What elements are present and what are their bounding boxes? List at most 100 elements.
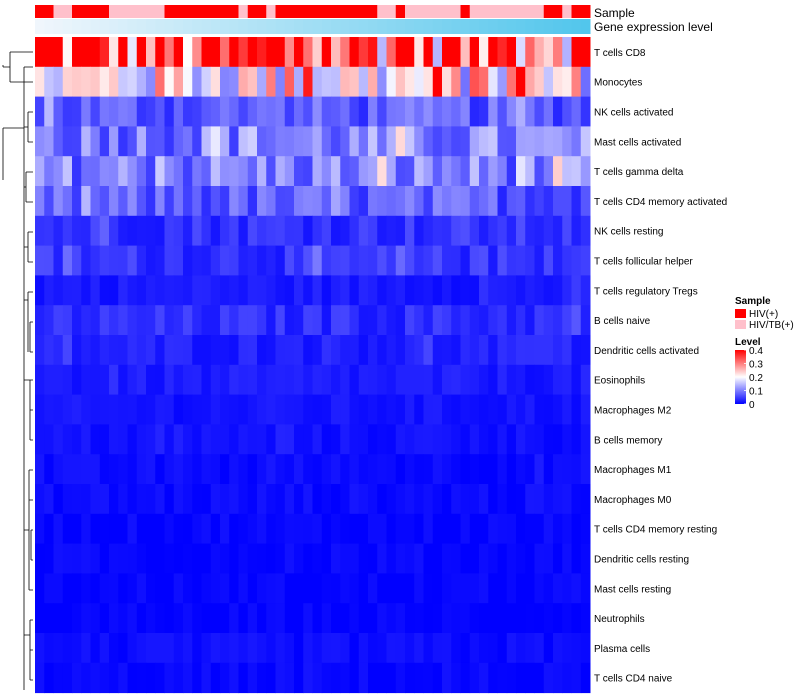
heatmap-cell (469, 126, 480, 157)
heatmap-cell (284, 37, 295, 68)
heatmap-cell (312, 275, 323, 306)
heatmap-cell (294, 186, 304, 217)
heatmap-cell (312, 245, 323, 276)
heatmap-cell (340, 275, 350, 306)
heatmap-cell (220, 156, 230, 187)
expression-annotation-cell (266, 19, 276, 34)
heatmap-cell (238, 454, 249, 485)
heatmap-cell (81, 215, 91, 247)
expression-annotation-cell (257, 19, 267, 34)
heatmap-cell (99, 543, 110, 574)
heatmap-cell (377, 543, 387, 574)
heatmap-cell (44, 364, 54, 396)
heatmap-cell (164, 543, 175, 574)
heatmap-cell (257, 543, 267, 574)
heatmap-cell (229, 275, 239, 306)
heatmap-cell (136, 513, 147, 545)
expression-annotation-cell (275, 19, 286, 34)
heatmap-cell (451, 215, 461, 247)
heatmap-cell (294, 335, 304, 366)
heatmap-cell (183, 37, 193, 68)
heatmap-cell (395, 275, 406, 306)
heatmap-cell (553, 245, 563, 276)
heatmap-cell (275, 37, 286, 68)
heatmap-cell (62, 335, 73, 366)
heatmap-cell (377, 454, 387, 485)
heatmap-cell (164, 424, 175, 455)
heatmap-cell (303, 394, 313, 425)
heatmap-cell (127, 364, 138, 396)
heatmap-cell (395, 633, 406, 664)
heatmap-cell (146, 543, 156, 574)
heatmap-cell (53, 454, 64, 485)
heatmap-cell (414, 603, 424, 634)
heatmap-cell (99, 633, 110, 664)
heatmap-cell (442, 186, 452, 217)
heatmap-cell (210, 335, 221, 366)
sample-annotation-cell (414, 5, 424, 18)
heatmap-cell (423, 424, 434, 455)
heatmap-cell (99, 424, 110, 455)
heatmap-cell (294, 454, 304, 485)
heatmap-cell (543, 37, 554, 68)
heatmap-cell (155, 484, 165, 515)
heatmap-cell (571, 37, 582, 68)
heatmap-cell (53, 186, 64, 217)
heatmap-cell (109, 364, 119, 396)
heatmap-cell (247, 186, 258, 217)
heatmap-cell (506, 215, 517, 247)
heatmap-cell (368, 126, 378, 157)
heatmap-cell (303, 126, 313, 157)
legend-tick-label: 0 (749, 400, 755, 411)
heatmap-cell (497, 662, 508, 694)
heatmap-cell (146, 335, 156, 366)
heatmap-cell (210, 66, 221, 98)
heatmap-cell (534, 543, 545, 574)
heatmap-cell (266, 484, 276, 515)
heatmap-cell (469, 513, 480, 545)
heatmap-cell (331, 662, 341, 694)
heatmap-cell (99, 513, 110, 545)
heatmap-cell (192, 275, 202, 306)
heatmap-cell (35, 603, 45, 634)
heatmap-cell (81, 96, 91, 127)
heatmap-cell (534, 96, 545, 127)
heatmap-cell (331, 424, 341, 455)
heatmap-cell (164, 633, 175, 664)
heatmap-cell (275, 484, 286, 515)
heatmap-cell (562, 662, 572, 694)
heatmap-cell (136, 66, 147, 98)
heatmap-cell (479, 484, 489, 515)
heatmap-cell (340, 603, 350, 634)
heatmap-cell (516, 543, 526, 574)
heatmap-cell (571, 335, 582, 366)
heatmap-cell (349, 662, 360, 694)
heatmap-cell (118, 275, 128, 306)
heatmap-cell (294, 662, 304, 694)
heatmap-cell (247, 424, 258, 455)
heatmap-cell (90, 484, 101, 515)
heatmap-cell (580, 186, 591, 217)
heatmap-cell (349, 513, 360, 545)
heatmap-cell (497, 96, 508, 127)
heatmap-cell (460, 215, 471, 247)
heatmap-cell (109, 245, 119, 276)
heatmap-cell (294, 245, 304, 276)
heatmap-cell (62, 662, 73, 694)
heatmap-cell (247, 156, 258, 187)
heatmap-cell (321, 364, 332, 396)
heatmap-cell (580, 662, 591, 694)
sample-annotation-cell (229, 5, 239, 18)
heatmap-cell (432, 335, 443, 366)
heatmap-cell (395, 245, 406, 276)
heatmap-cell (534, 454, 545, 485)
heatmap-cell (229, 245, 239, 276)
heatmap-cell (53, 96, 64, 127)
heatmap-cell (358, 484, 369, 515)
heatmap-cell (266, 96, 276, 127)
heatmap-cell (90, 364, 101, 396)
heatmap-cell (358, 305, 369, 336)
heatmap-cell (580, 335, 591, 366)
heatmap-cell (90, 305, 101, 336)
heatmap-cell (377, 394, 387, 425)
